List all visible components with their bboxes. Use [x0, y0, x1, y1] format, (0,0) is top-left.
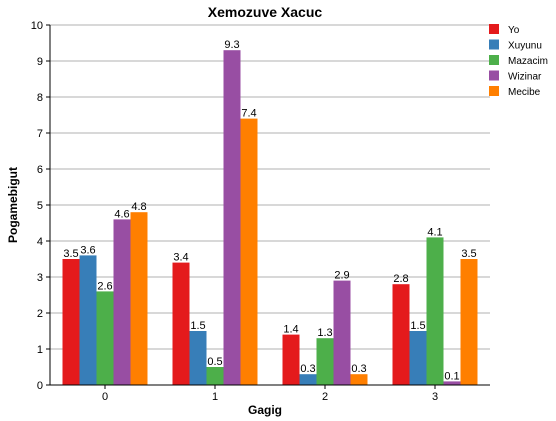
bar-value-label: 3.6 [80, 244, 95, 256]
bar-value-label: 0.3 [351, 363, 366, 375]
y-tick-label: 1 [37, 344, 43, 356]
legend-label: Mazacim [508, 56, 548, 67]
bar [79, 255, 97, 385]
bar-value-label: 2.9 [334, 270, 349, 282]
y-tick-label: 2 [37, 308, 43, 320]
legend-swatch [489, 70, 499, 81]
y-tick-label: 3 [37, 272, 43, 284]
legend-swatch [489, 39, 499, 50]
x-tick-label: 3 [432, 391, 438, 403]
bar-value-label: 1.5 [190, 320, 205, 332]
bar-value-label: 3.4 [173, 252, 188, 264]
bar [113, 219, 131, 385]
bar [206, 367, 224, 385]
legend-label: Wizinar [508, 72, 542, 83]
legend-swatch [489, 86, 499, 96]
bars: 3.5 3.62.64.64.83.41.50.59.37.41.40.31.32… [62, 39, 478, 385]
bar [240, 118, 258, 385]
legend-swatch [489, 24, 499, 34]
legend: Yo Xuyunu Mazacim Wizinar Mecibe [489, 24, 548, 98]
bar [409, 331, 427, 385]
bar [443, 381, 461, 385]
bar-value-label: 3.5 [461, 248, 476, 260]
bar-value-label: 7.4 [241, 108, 256, 120]
y-tick-label: 9 [37, 56, 43, 68]
bar [282, 334, 300, 385]
bar-value-label: 9.3 [224, 39, 239, 51]
bar-value-label: 3.5 [63, 248, 78, 260]
bar [62, 259, 80, 385]
bar [299, 374, 317, 385]
bar-value-label: 2.8 [393, 273, 408, 285]
bar [130, 212, 148, 385]
bar [426, 237, 444, 385]
bar [460, 259, 478, 385]
bar [333, 280, 351, 385]
y-tick-label: 4 [37, 236, 43, 248]
chart-title: Xemozuve Xacuc [208, 4, 323, 20]
bar-value-label: 1.4 [283, 324, 298, 336]
bar-value-label: 4.6 [114, 208, 129, 220]
bar-value-label: 2.6 [97, 280, 112, 292]
bar [223, 50, 241, 385]
bar-value-label: 4.1 [427, 226, 442, 238]
y-tick-label: 5 [37, 200, 43, 212]
bar-value-label: 1.5 [410, 320, 425, 332]
bar-value-label: 4.8 [131, 201, 146, 213]
y-tick-label: 8 [37, 92, 43, 104]
x-tick-label: 0 [102, 391, 108, 403]
bar [392, 284, 410, 385]
x-tick-label: 2 [322, 391, 328, 403]
y-tick-label: 0 [37, 380, 43, 392]
bar [316, 338, 334, 385]
bar-value-label: 0.1 [444, 370, 459, 382]
bar-value-label: 1.3 [317, 327, 332, 339]
bar [172, 262, 190, 385]
y-tick-label: 6 [37, 164, 43, 176]
bar [189, 331, 207, 385]
bar-value-label: 0.5 [207, 356, 222, 368]
y-axis-title: Pogamebigut [6, 167, 20, 243]
legend-label: Mecibe [508, 87, 541, 98]
axes: 0 1 2 3 4 5 6 7 8 9 10 0 1 2 3 [31, 20, 490, 403]
legend-label: Yo [508, 25, 520, 36]
bar-value-label: 0.3 [300, 363, 315, 375]
legend-label: Xuyunu [508, 41, 542, 52]
x-axis-title: Gagig [248, 403, 282, 417]
y-tick-label: 7 [37, 128, 43, 140]
x-tick-label: 1 [212, 391, 218, 403]
bar [350, 374, 368, 385]
legend-swatch [489, 55, 499, 65]
y-tick-label: 10 [31, 20, 43, 32]
bar [96, 291, 114, 385]
